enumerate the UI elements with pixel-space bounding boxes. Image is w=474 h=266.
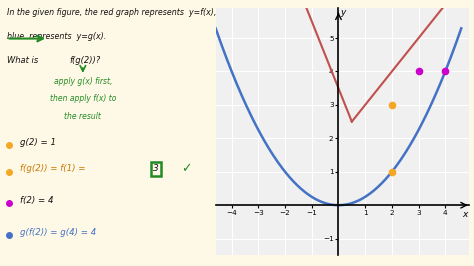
Text: then apply f(x) to: then apply f(x) to [50, 94, 116, 103]
Text: f(2) = 4: f(2) = 4 [19, 196, 53, 205]
Text: g(f(2)) = g(4) = 4: g(f(2)) = g(4) = 4 [19, 228, 96, 237]
Text: apply g(x) first,: apply g(x) first, [54, 77, 112, 86]
Text: 3: 3 [153, 164, 159, 173]
Text: In the given figure, the red graph represents  y=f(x), while the: In the given figure, the red graph repre… [7, 8, 255, 17]
Text: the result: the result [64, 112, 101, 121]
Text: x: x [463, 210, 468, 219]
Text: f(g(2)) = f(1) =: f(g(2)) = f(1) = [19, 164, 88, 173]
Text: ✓: ✓ [181, 163, 191, 175]
Text: blue  represents  y=g(x).: blue represents y=g(x). [7, 32, 106, 41]
Text: y: y [341, 9, 346, 18]
Text: f(g(2))?: f(g(2))? [70, 56, 101, 65]
Text: What is: What is [7, 56, 40, 65]
Text: g(2) = 1: g(2) = 1 [19, 138, 55, 147]
